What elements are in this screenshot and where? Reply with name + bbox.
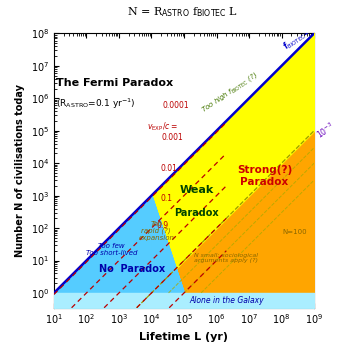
Text: Alone in the Galaxy: Alone in the Galaxy xyxy=(189,296,264,305)
Text: (R$_{\rm ASTRO}$=0.1 yr$^{-1}$): (R$_{\rm ASTRO}$=0.1 yr$^{-1}$) xyxy=(56,96,136,111)
Text: Strong(?)
Paradox: Strong(?) Paradox xyxy=(237,165,292,187)
Text: Too high f$_{\rm BIOTEC}$ (?): Too high f$_{\rm BIOTEC}$ (?) xyxy=(199,70,260,115)
Text: Too few
Too short-lived: Too few Too short-lived xyxy=(86,243,138,256)
Text: N = R$_{\rm ASTRO}$ f$_{\rm BIOTEC}$ L: N = R$_{\rm ASTRO}$ f$_{\rm BIOTEC}$ L xyxy=(127,5,239,19)
Text: No  Paradox: No Paradox xyxy=(99,264,165,274)
Text: N small: sociological
arguments apply (?): N small: sociological arguments apply (?… xyxy=(194,252,258,263)
Text: 0.001: 0.001 xyxy=(162,134,184,142)
Text: 0.1: 0.1 xyxy=(160,194,172,203)
Y-axis label: Number N of civilisations today: Number N of civilisations today xyxy=(15,84,25,257)
Text: $v_{\rm EXP}/c=$: $v_{\rm EXP}/c=$ xyxy=(147,121,178,133)
Text: Paradox: Paradox xyxy=(175,208,219,218)
Text: 0.0001: 0.0001 xyxy=(162,101,189,110)
Text: 0.01: 0.01 xyxy=(161,164,178,173)
Text: 10$^{-3}$: 10$^{-3}$ xyxy=(314,120,337,141)
Text: N=100: N=100 xyxy=(282,229,307,235)
Text: 0.9: 0.9 xyxy=(157,221,169,230)
X-axis label: Lifetime L (yr): Lifetime L (yr) xyxy=(139,332,228,342)
Text: Weak: Weak xyxy=(180,185,214,195)
Text: Too
rapid (?)
expansion: Too rapid (?) expansion xyxy=(138,221,174,241)
Text: f$_{\rm BIOTEC}$=1: f$_{\rm BIOTEC}$=1 xyxy=(281,22,318,53)
Text: The Fermi Paradox: The Fermi Paradox xyxy=(56,78,174,88)
